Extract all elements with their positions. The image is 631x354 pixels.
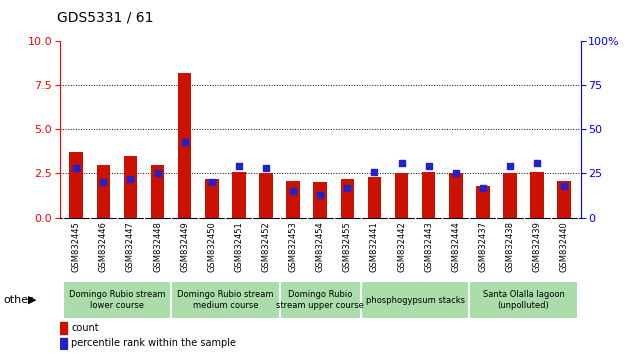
Text: GSM832437: GSM832437	[478, 221, 487, 272]
Text: GSM832443: GSM832443	[424, 221, 433, 272]
FancyBboxPatch shape	[280, 281, 361, 319]
Text: GSM832439: GSM832439	[533, 221, 541, 272]
Bar	[69, 152, 83, 218]
Point	[532, 160, 542, 166]
Bar	[557, 181, 571, 218]
Text: percentile rank within the sample: percentile rank within the sample	[71, 338, 237, 348]
Text: GDS5331 / 61: GDS5331 / 61	[57, 11, 153, 25]
Text: Santa Olalla lagoon
(unpolluted): Santa Olalla lagoon (unpolluted)	[483, 290, 565, 310]
Bar	[205, 179, 218, 218]
Point	[207, 179, 217, 185]
Text: GSM832454: GSM832454	[316, 221, 325, 272]
Point	[559, 183, 569, 189]
Text: count: count	[71, 323, 99, 333]
Text: GSM832449: GSM832449	[180, 221, 189, 272]
Point	[451, 171, 461, 176]
Point	[261, 165, 271, 171]
Text: GSM832453: GSM832453	[288, 221, 298, 272]
Bar	[97, 165, 110, 218]
FancyBboxPatch shape	[469, 281, 578, 319]
Text: GSM832441: GSM832441	[370, 221, 379, 272]
Bar	[341, 179, 354, 218]
Text: GSM832450: GSM832450	[207, 221, 216, 272]
Point	[288, 188, 298, 194]
FancyBboxPatch shape	[62, 281, 171, 319]
Text: GSM832448: GSM832448	[153, 221, 162, 272]
Text: GSM832444: GSM832444	[451, 221, 460, 272]
Bar	[124, 156, 137, 218]
Point	[342, 185, 352, 190]
Bar	[422, 172, 435, 218]
Text: GSM832447: GSM832447	[126, 221, 135, 272]
Bar	[286, 181, 300, 218]
Point	[180, 139, 190, 144]
Text: Domingo Rubio stream
lower course: Domingo Rubio stream lower course	[69, 290, 165, 310]
Point	[315, 192, 326, 198]
Bar	[368, 177, 381, 218]
Point	[71, 165, 81, 171]
Bar	[531, 172, 544, 218]
Text: GSM832440: GSM832440	[560, 221, 569, 272]
Bar	[476, 186, 490, 218]
Bar	[395, 173, 408, 218]
Point	[98, 179, 109, 185]
Point	[423, 164, 433, 169]
Bar	[449, 173, 463, 218]
Text: GSM832455: GSM832455	[343, 221, 352, 272]
Point	[478, 185, 488, 190]
FancyBboxPatch shape	[171, 281, 280, 319]
Point	[396, 160, 406, 166]
Text: other: other	[3, 295, 33, 305]
Text: GSM832451: GSM832451	[234, 221, 244, 272]
Bar	[232, 172, 245, 218]
Text: GSM832442: GSM832442	[397, 221, 406, 272]
Text: phosphogypsum stacks: phosphogypsum stacks	[365, 296, 464, 304]
Point	[234, 164, 244, 169]
Point	[369, 169, 379, 175]
Bar	[60, 322, 67, 334]
Text: ▶: ▶	[28, 295, 37, 305]
Bar	[151, 165, 164, 218]
Bar	[178, 73, 191, 218]
Text: GSM832446: GSM832446	[99, 221, 108, 272]
Point	[126, 176, 136, 182]
Text: Domingo Rubio
stream upper course: Domingo Rubio stream upper course	[276, 290, 364, 310]
Text: Domingo Rubio stream
medium course: Domingo Rubio stream medium course	[177, 290, 274, 310]
Text: GSM832438: GSM832438	[505, 221, 514, 272]
Bar	[60, 337, 67, 349]
Bar	[259, 173, 273, 218]
Text: GSM832445: GSM832445	[72, 221, 81, 272]
Text: GSM832452: GSM832452	[261, 221, 271, 272]
Bar	[314, 182, 327, 218]
FancyBboxPatch shape	[361, 281, 469, 319]
Point	[153, 171, 163, 176]
Point	[505, 164, 515, 169]
Bar	[504, 173, 517, 218]
